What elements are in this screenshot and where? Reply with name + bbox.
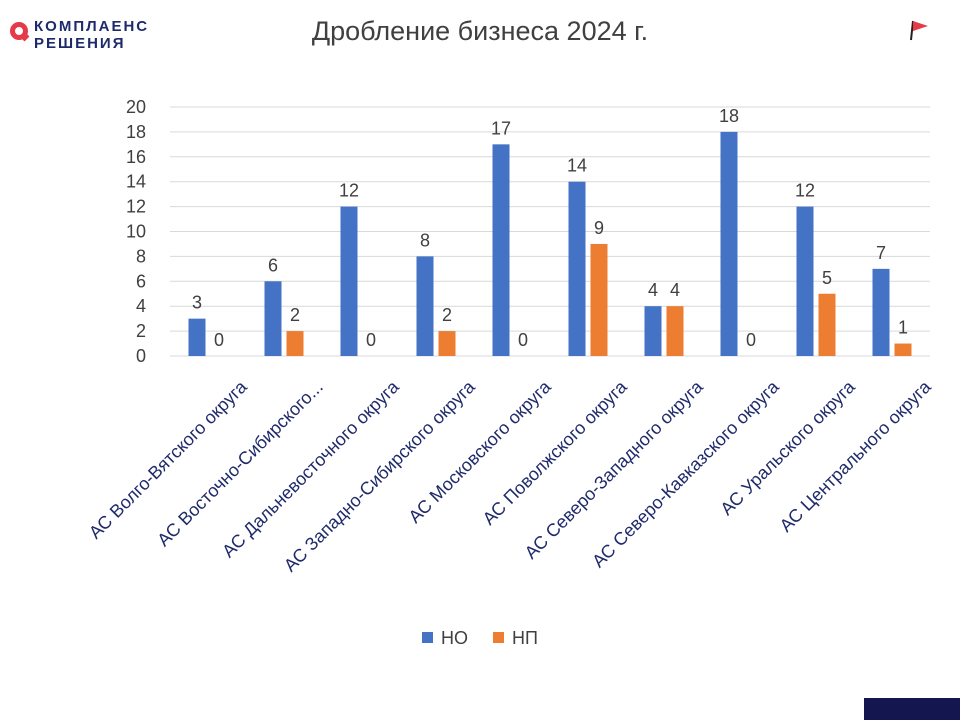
y-tick-label: 6 xyxy=(136,271,146,291)
data-label: 17 xyxy=(491,118,511,138)
logo-text-line2: РЕШЕНИЯ xyxy=(34,35,126,52)
logo-mark-icon xyxy=(10,22,28,40)
y-tick-label: 4 xyxy=(136,296,146,316)
logo-text-line1: КОМПЛАЕНС xyxy=(34,18,150,35)
y-tick-label: 0 xyxy=(136,346,146,366)
x-tick-label: АС Уральского округа xyxy=(716,376,859,519)
y-tick-label: 12 xyxy=(126,197,146,217)
bar xyxy=(796,206,814,356)
data-label: 0 xyxy=(746,330,756,350)
bar xyxy=(644,306,662,356)
y-tick-label: 10 xyxy=(126,222,146,242)
bar xyxy=(264,281,282,356)
data-label: 1 xyxy=(898,318,908,338)
legend-label-np: НП xyxy=(512,628,538,648)
data-label: 0 xyxy=(518,330,528,350)
y-tick-label: 8 xyxy=(136,246,146,266)
data-label: 2 xyxy=(442,305,452,325)
y-tick-label: 20 xyxy=(126,97,146,117)
legend-label-no: НО xyxy=(441,628,469,648)
bar xyxy=(720,131,738,356)
bar xyxy=(666,306,684,356)
data-label: 14 xyxy=(567,156,587,176)
company-logo: КОМПЛАЕНС РЕШЕНИЯ xyxy=(8,14,178,54)
data-label: 7 xyxy=(876,243,886,263)
flag-icon xyxy=(910,20,928,41)
bar xyxy=(340,206,358,356)
bar xyxy=(894,343,912,356)
data-label: 4 xyxy=(648,280,658,300)
data-label: 5 xyxy=(822,268,832,288)
y-tick-label: 14 xyxy=(126,172,146,192)
bar-chart: 0246810121416182036128171441812702020940… xyxy=(85,97,936,576)
bar xyxy=(188,318,206,356)
x-tick-label: АС Центрального округа xyxy=(776,376,936,536)
y-tick-label: 2 xyxy=(136,321,146,341)
data-label: 8 xyxy=(420,230,430,250)
x-tick-label: АС Московского округа xyxy=(405,376,556,527)
legend-swatch-np xyxy=(493,632,505,643)
y-tick-label: 16 xyxy=(126,147,146,167)
data-label: 12 xyxy=(339,181,359,201)
bar xyxy=(438,331,456,356)
x-tick-label: АС Волго-Вятского округа xyxy=(85,376,252,543)
bar xyxy=(590,243,608,356)
data-label: 0 xyxy=(366,330,376,350)
data-label: 12 xyxy=(795,181,815,201)
bar xyxy=(416,256,434,356)
page-title: Дробление бизнеса 2024 г. xyxy=(311,16,649,46)
data-label: 3 xyxy=(192,293,202,313)
data-label: 2 xyxy=(290,305,300,325)
y-tick-label: 18 xyxy=(126,122,146,142)
bar xyxy=(492,144,510,356)
chart-legend: НО НП xyxy=(0,628,960,649)
footer-accent-bar xyxy=(864,698,960,720)
legend-item-no: НО xyxy=(422,628,468,649)
data-label: 4 xyxy=(670,280,680,300)
data-label: 6 xyxy=(268,255,278,275)
x-tick-label: АС Поволжского округа xyxy=(479,376,632,529)
bar xyxy=(818,293,836,356)
legend-item-np: НП xyxy=(493,628,538,649)
bar xyxy=(286,331,304,356)
data-label: 0 xyxy=(214,330,224,350)
data-label: 9 xyxy=(594,218,604,238)
data-label: 18 xyxy=(719,106,739,126)
legend-swatch-no xyxy=(422,632,434,643)
bar xyxy=(872,268,890,356)
bar xyxy=(568,181,586,356)
